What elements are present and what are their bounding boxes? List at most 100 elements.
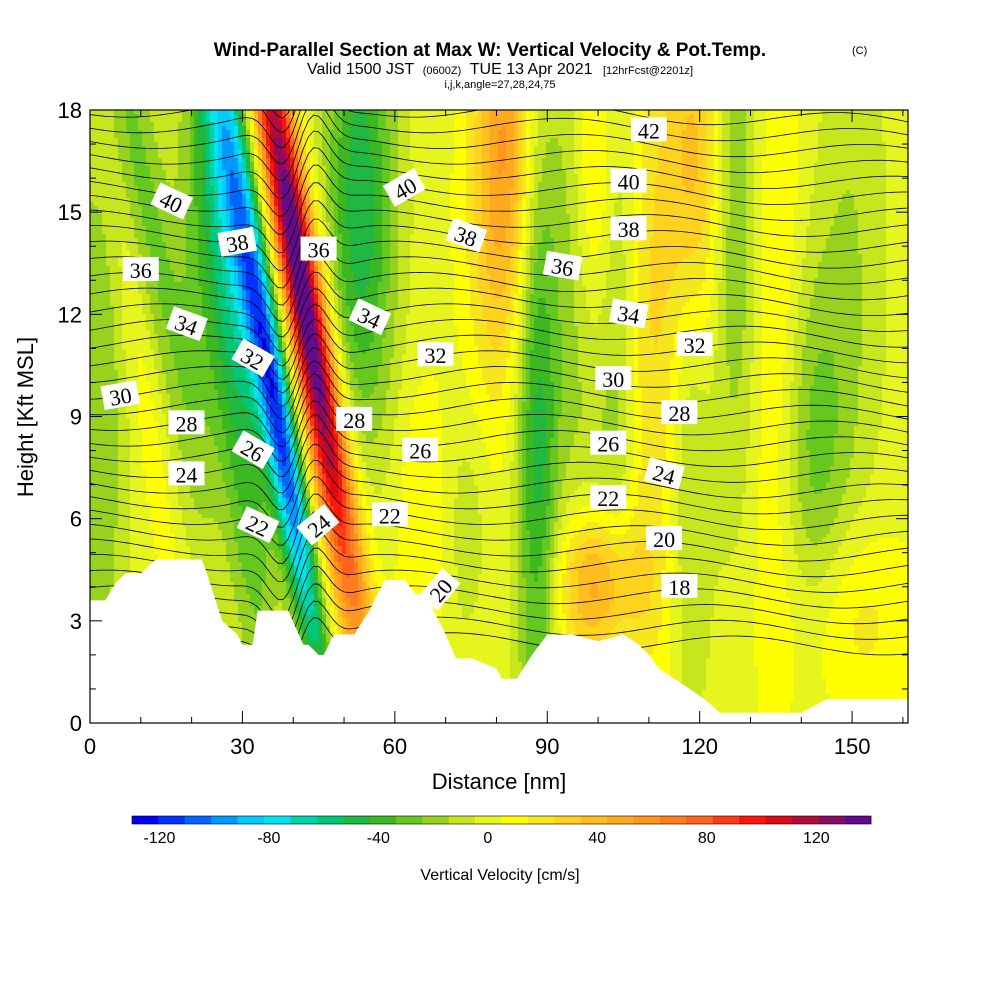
- colorbar-swatch: [844, 816, 872, 824]
- potential-temperature-contours: [90, 110, 908, 682]
- y-tick-label: 6: [70, 507, 82, 532]
- y-tick-label: 18: [58, 98, 82, 123]
- contour-label-text: 28: [176, 411, 198, 436]
- isentrope-line: [90, 288, 908, 353]
- colorbar-tick-label: 0: [483, 830, 492, 847]
- contour-label-text: 18: [668, 575, 690, 600]
- contour-label-text: 28: [668, 401, 690, 426]
- isentrope-line: [90, 130, 908, 199]
- y-tick-label: 0: [70, 711, 82, 736]
- contour-label-text: 36: [308, 238, 330, 263]
- contour-label-text: 20: [653, 527, 675, 552]
- isentrope-line: [90, 110, 908, 165]
- isentrope-line: [90, 236, 908, 306]
- copyright-mark: (C): [852, 45, 867, 57]
- colorbar-tick-label: 40: [588, 830, 606, 847]
- valid-date: TUE 13 Apr 2021: [470, 61, 593, 78]
- isentrope-line: [90, 511, 908, 582]
- isentrope-line: [90, 413, 908, 478]
- contour-label-text: 26: [597, 432, 619, 457]
- x-tick-label: 60: [383, 734, 407, 759]
- colorbar-swatch: [607, 816, 634, 824]
- contour-label: 42: [630, 117, 667, 143]
- contour-label: 26: [590, 430, 627, 457]
- contour-label-text: 42: [638, 118, 660, 143]
- colorbar-swatch: [184, 816, 212, 824]
- colorbar-swatch: [739, 816, 766, 824]
- contour-label: 30: [100, 380, 141, 411]
- colorbar-swatch: [237, 816, 265, 824]
- contour-label-text: 22: [379, 503, 401, 528]
- colorbar-frame: [131, 815, 872, 825]
- isentrope-line: [90, 218, 908, 289]
- contour-label: 30: [595, 366, 632, 392]
- isentrope-line: [90, 493, 908, 564]
- contour-label: 22: [590, 485, 627, 511]
- contour-label-text: 28: [343, 408, 365, 433]
- x-tick-label: 120: [681, 734, 718, 759]
- isentrope-line: [90, 386, 908, 448]
- axis-ticks: [89, 109, 908, 724]
- y-tick-label: 9: [70, 405, 82, 430]
- grid-info: i,j,k,angle=27,28,24,75: [444, 79, 555, 91]
- contour-label: 24: [643, 457, 685, 490]
- isentrope-line: [90, 547, 908, 618]
- colorbar-tick-label: -120: [143, 830, 175, 847]
- contour-label-text: 38: [618, 217, 640, 242]
- isentrope-line: [90, 565, 908, 635]
- colorbar-swatch: [765, 816, 793, 824]
- colorbar-swatch: [633, 816, 661, 824]
- contour-label: 18: [661, 573, 698, 600]
- contour-label: 26: [402, 437, 439, 464]
- y-tick-label: 3: [70, 609, 82, 634]
- colorbar-swatch: [580, 816, 608, 824]
- contour-label: 40: [610, 168, 647, 195]
- contour-label-text: 38: [224, 229, 250, 257]
- x-tick-label: 0: [84, 734, 96, 759]
- contour-label-text: 36: [549, 253, 575, 281]
- isentrope-line: [90, 110, 908, 133]
- contour-label-text: 26: [409, 439, 431, 464]
- colorbar-swatch: [395, 816, 423, 824]
- colorbar-tick-labels: -120 -80 -40 0 40 80 120: [143, 830, 829, 847]
- forecast-info: [12hrFcst@2201z]: [603, 65, 693, 77]
- contour-label: 38: [610, 216, 647, 242]
- chart-subtitle: Valid 1500 JST (0600Z) TUE 13 Apr 2021 […: [307, 61, 693, 78]
- contour-label: 34: [608, 298, 649, 329]
- colorbar-swatch: [527, 816, 555, 824]
- contour-label-text: 34: [616, 301, 642, 329]
- isentrope-line: [90, 318, 908, 381]
- colorbar-swatch: [659, 816, 687, 824]
- isentrope-line: [90, 147, 908, 217]
- colorbar-tick-label: -80: [257, 830, 280, 847]
- isentrope-line: [90, 271, 908, 338]
- y-axis-label: Height [Kft MSL]: [13, 337, 38, 497]
- isentrope-line: [90, 347, 908, 407]
- colorbar-tick-label: -40: [367, 830, 390, 847]
- contour-label-text: 22: [597, 486, 619, 511]
- colorbar-tick-label: 120: [803, 830, 830, 847]
- colorbar-swatch: [316, 816, 344, 824]
- colorbar-swatch: [818, 816, 845, 824]
- x-tick-label: 150: [834, 734, 871, 759]
- colorbar-label: Vertical Velocity [cm/s]: [420, 867, 579, 884]
- y-tick-label: 12: [58, 302, 82, 327]
- isentrope-line: [90, 529, 908, 600]
- contour-label: 24: [168, 461, 205, 487]
- colorbar-swatch: [290, 816, 318, 824]
- contour-label-text: 30: [108, 382, 134, 410]
- isentrope-line: [90, 303, 908, 367]
- contour-label: 32: [417, 342, 454, 368]
- contour-label-text: 30: [602, 367, 624, 392]
- terrain-mask: [90, 559, 908, 723]
- colorbar-swatch: [422, 816, 450, 824]
- contour-label: 28: [336, 406, 373, 433]
- isentrope-line: [90, 254, 908, 322]
- contour-label-text: 40: [618, 170, 640, 195]
- colorbar-swatch: [791, 816, 819, 824]
- isentrope-line: [90, 373, 908, 434]
- isentrope-line: [90, 476, 908, 546]
